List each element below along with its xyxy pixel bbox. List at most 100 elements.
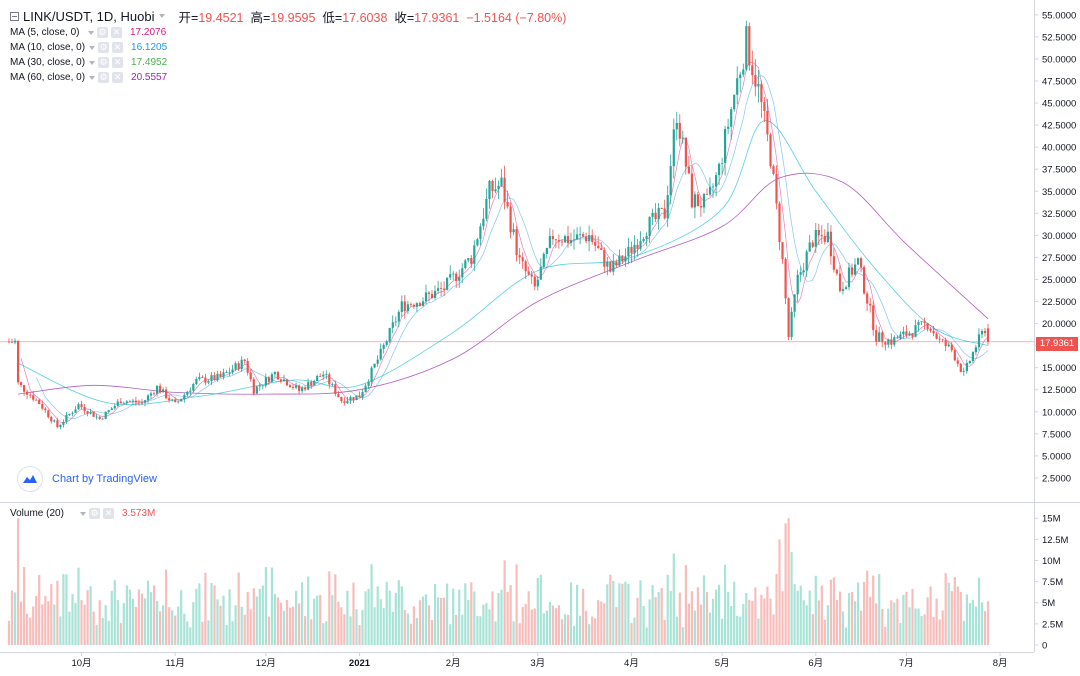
symbol-title[interactable]: LINK/USDT, 1D, Huobi [23, 8, 155, 24]
candle-body [437, 288, 440, 291]
candle-body [817, 230, 820, 236]
indicator-name: MA (30, close, 0) [10, 57, 86, 68]
volume-bar [210, 583, 213, 645]
volume-bar [316, 595, 319, 645]
settings-icon[interactable]: ⚙ [98, 42, 110, 53]
volume-bar [328, 571, 331, 645]
volume-bar [279, 602, 283, 645]
candle-body [246, 361, 249, 373]
indicator-volume[interactable]: Volume (20) ⚙ ✕ 3.573M [10, 506, 155, 521]
volume-bar [624, 581, 627, 645]
candle-body [364, 385, 367, 392]
volume-bar [159, 611, 162, 645]
change-value: −1.5164 (−7.80%) [466, 10, 567, 25]
volume-bar [437, 597, 440, 645]
indicator-ma30[interactable]: MA (30, close, 0) ⚙ ✕ 17.4952 [10, 55, 167, 70]
close-icon[interactable]: ✕ [111, 27, 122, 38]
chevron-down-icon[interactable] [89, 75, 96, 80]
candle-body [618, 255, 621, 266]
candle-body [678, 123, 681, 139]
indicator-name: MA (5, close, 0) [10, 27, 80, 38]
volume-bar [391, 611, 394, 645]
candle-body [35, 399, 38, 401]
time-tick-label: 12月 [256, 658, 276, 669]
candle-body [530, 274, 533, 277]
settings-icon[interactable]: ⚙ [97, 27, 108, 38]
branding-text[interactable]: Chart by TradingView [52, 473, 157, 485]
indicator-ma5[interactable]: MA (5, close, 0) ⚙ ✕ 17.2076 [10, 25, 166, 40]
close-icon[interactable]: ✕ [103, 508, 114, 519]
volume-bar [183, 613, 186, 645]
candle-body [310, 382, 313, 386]
candle-body [621, 255, 624, 262]
candle-body [485, 199, 488, 219]
volume-bar [687, 603, 690, 645]
volume-bar [615, 607, 618, 645]
volume-bar [609, 574, 612, 645]
price-tick-label: 35.0000 [1042, 187, 1076, 198]
candle-body [784, 259, 787, 299]
chevron-down-icon[interactable] [88, 30, 94, 35]
candle-body [569, 240, 573, 244]
chevron-down-icon[interactable] [89, 60, 96, 65]
candle-body [959, 363, 962, 372]
volume-bar [597, 600, 600, 645]
volume-bar [397, 580, 400, 645]
volume-bar [612, 581, 615, 645]
candle-body [730, 109, 733, 127]
candle-body [968, 361, 971, 363]
close-icon[interactable]: ✕ [112, 57, 124, 68]
volume-bar [143, 598, 147, 645]
indicator-ma10[interactable]: MA (10, close, 0) ⚙ ✕ 16.1205 [10, 40, 167, 55]
candle-body [576, 234, 579, 240]
candle-body [134, 400, 137, 403]
volume-bar [576, 584, 579, 645]
candle-body [86, 411, 89, 414]
candle-body [367, 381, 370, 386]
chevron-down-icon[interactable] [158, 14, 165, 18]
volume-bar [246, 591, 249, 645]
candle-body [298, 385, 301, 391]
price-tick-label: 40.0000 [1042, 143, 1076, 154]
candle-body [675, 123, 678, 130]
volume-bar [805, 605, 808, 645]
volume-bar [89, 586, 92, 645]
volume-bar [192, 602, 195, 645]
volume-bar [222, 595, 225, 645]
candle-body [902, 331, 905, 335]
candle-body [143, 400, 147, 403]
close-icon[interactable]: ✕ [112, 72, 124, 83]
volume-bar [470, 582, 473, 645]
candle-body [307, 382, 310, 390]
volume-bar [421, 596, 425, 645]
settings-icon[interactable]: ⚙ [89, 508, 100, 519]
volume-bar [370, 564, 373, 645]
volume-bar [718, 584, 721, 645]
candle-body [249, 372, 252, 380]
volume-bar [763, 598, 766, 645]
candle-body [536, 279, 539, 287]
chevron-down-icon[interactable] [89, 45, 96, 50]
candle-body [615, 261, 618, 266]
candle-body [657, 208, 660, 220]
volume-bar [754, 587, 757, 645]
candle-body [213, 375, 216, 381]
volume-bar [56, 580, 59, 645]
candle-body [560, 241, 564, 243]
volume-bar [684, 565, 687, 645]
indicator-ma60[interactable]: MA (60, close, 0) ⚙ ✕ 20.5557 [10, 70, 167, 85]
candle-body [603, 249, 606, 267]
volume-bar [926, 597, 929, 645]
collapse-icon[interactable] [10, 11, 19, 21]
chevron-down-icon[interactable] [80, 511, 86, 516]
candle-body [29, 394, 32, 396]
candle-body [461, 268, 464, 278]
settings-icon[interactable]: ⚙ [98, 72, 110, 83]
tradingview-branding[interactable]: Chart by TradingView [17, 466, 157, 492]
close-icon[interactable]: ✕ [112, 42, 124, 53]
volume-bar [742, 604, 745, 645]
settings-icon[interactable]: ⚙ [98, 57, 110, 68]
close-value: 17.9361 [414, 10, 460, 25]
time-tick-label: 3月 [530, 658, 545, 669]
